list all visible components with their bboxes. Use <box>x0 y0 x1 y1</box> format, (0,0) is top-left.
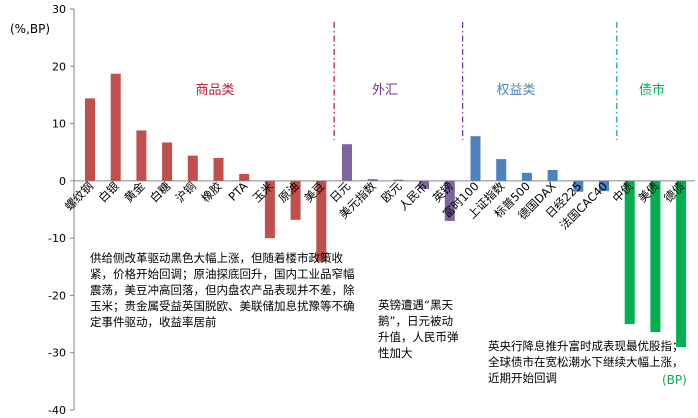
bar-18 <box>547 169 558 181</box>
group-label-2: 权益类 <box>496 82 535 98</box>
bar-1 <box>110 73 121 181</box>
bar-21 <box>624 180 635 325</box>
bar-10 <box>342 144 352 181</box>
group-label-0: 商品类 <box>195 83 234 98</box>
category-label: 黄金 <box>121 179 148 206</box>
bar-7 <box>264 180 275 239</box>
group-dividers <box>333 22 618 140</box>
bar-20 <box>599 180 609 192</box>
bar-8 <box>290 180 301 220</box>
group-label-3: 债市 <box>639 82 665 98</box>
bar-6 <box>239 173 250 181</box>
bar-23 <box>676 180 687 347</box>
bond-annotation: 英央行降息推升富时成表现最优股指；全球债市在宽松潮水下继续大幅上涨，近期开始回调 <box>488 339 684 385</box>
fx-annotation: 英镑遭遇“黑天鹅”，日元被动升值，人民币弹性加大 <box>378 298 459 360</box>
bp-label: (BP) <box>662 373 687 387</box>
group-labels: 商品类 外汇 权益类 债市 <box>195 82 665 98</box>
bar-16 <box>496 159 507 181</box>
bar-3 <box>162 142 173 181</box>
bar-22 <box>650 180 661 333</box>
y-tick-label: 0 <box>59 175 66 188</box>
y-tick-label: 20 <box>52 60 66 73</box>
bar-5 <box>213 157 224 181</box>
bar-19 <box>573 180 584 192</box>
bar-12 <box>393 179 404 181</box>
y-tick-label: -20 <box>48 289 66 302</box>
bar-14 <box>444 180 455 221</box>
bars <box>85 73 687 347</box>
y-tick-label: -10 <box>48 232 66 245</box>
category-label: 白银 <box>96 179 123 206</box>
category-label: 人民币 <box>396 179 430 213</box>
unit-label: (%,BP) <box>10 22 50 36</box>
y-tick-label: 10 <box>52 118 66 131</box>
category-label: 螺纹钢 <box>62 179 96 213</box>
bar-4 <box>187 155 198 181</box>
bar-13 <box>419 180 430 189</box>
y-tick-label: -40 <box>48 404 66 417</box>
bar-9 <box>316 180 327 262</box>
group-label-1: 外汇 <box>372 83 398 98</box>
bar-11 <box>367 179 378 181</box>
category-label: 橡胶 <box>198 179 225 206</box>
bar-0 <box>85 98 95 181</box>
category-label: PTA <box>226 179 251 204</box>
bar-2 <box>136 130 147 181</box>
commodity-annotation: 供给侧改革驱动黑色大幅上涨，但随着楼市政策收紧，价格开始回调；原油探底回升，国内… <box>90 251 355 329</box>
category-label: 白糖 <box>147 179 174 206</box>
y-tick-label: -30 <box>48 347 66 360</box>
y-axis: -40 -30 -20 -10 0 10 20 30 <box>48 3 696 417</box>
y-tick-label: 30 <box>52 3 66 16</box>
category-label: 沪铜 <box>173 179 199 205</box>
bar-15 <box>470 136 481 181</box>
bar-17 <box>521 172 532 181</box>
